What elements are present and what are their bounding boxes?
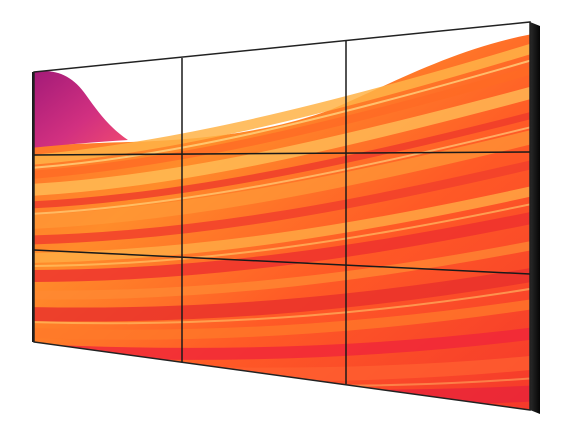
wall-side-edge — [530, 22, 540, 414]
